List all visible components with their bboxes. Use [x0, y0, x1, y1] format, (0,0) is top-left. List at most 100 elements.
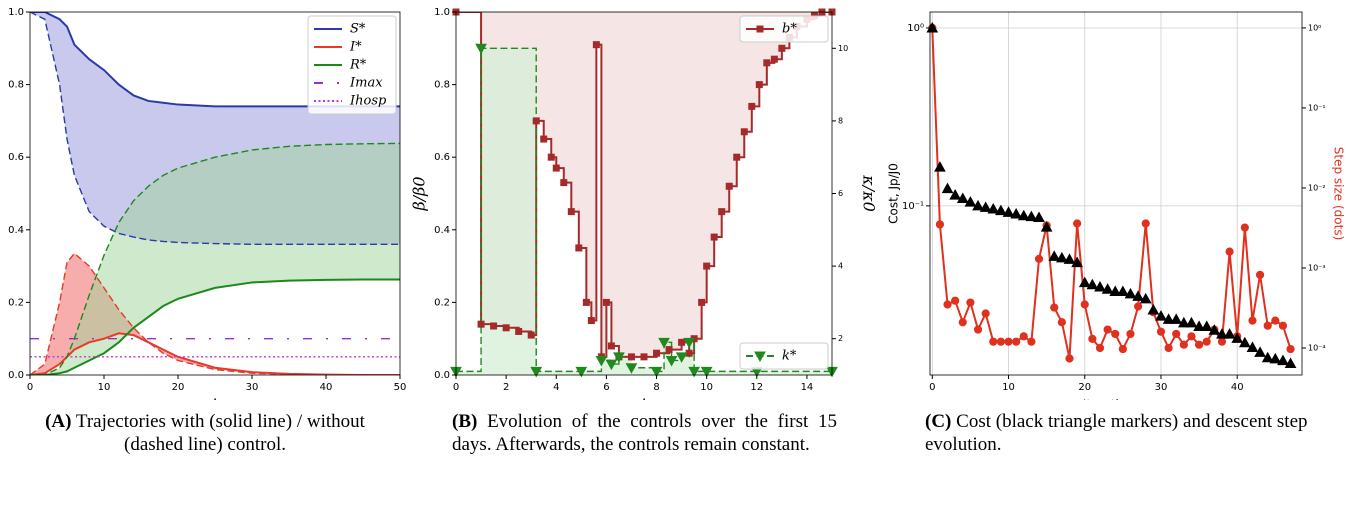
marker [1139, 292, 1152, 304]
marker [951, 296, 960, 305]
marker [627, 353, 635, 361]
marker [748, 102, 756, 110]
marker [530, 366, 543, 378]
marker [475, 43, 487, 55]
legend-label: b* [782, 22, 797, 37]
marker [1063, 253, 1076, 264]
marker [1278, 321, 1288, 330]
marker [1071, 256, 1083, 268]
marker [1101, 283, 1114, 294]
marker [540, 135, 548, 143]
y-tick-label: 10⁰ [907, 23, 924, 34]
marker [532, 117, 540, 125]
x-tick-label: 0 [27, 382, 33, 393]
marker [981, 309, 990, 318]
marker [966, 298, 975, 307]
marker [1017, 209, 1030, 221]
marker [1254, 346, 1266, 357]
marker [688, 366, 700, 378]
y-tick-label: 10⁻¹ [902, 201, 924, 212]
figure-panels: 010203040500.00.20.40.60.81.0tS*I*R*Imax… [8, 7, 1345, 414]
caption-text: Evolution of the controls over the first… [452, 411, 838, 455]
marker [973, 325, 983, 334]
marker [625, 363, 638, 374]
marker [490, 322, 498, 330]
y-tick-label: 1.0 [434, 7, 450, 18]
marker [1162, 313, 1175, 324]
marker [1255, 270, 1265, 279]
marker [1073, 219, 1082, 228]
marker [700, 366, 713, 378]
x-tick-label: 10 [1002, 382, 1015, 393]
x-tick-label: 30 [246, 382, 259, 393]
marker [1027, 337, 1036, 346]
marker [665, 346, 673, 354]
marker [964, 196, 977, 207]
marker [1238, 336, 1251, 348]
fill-area [30, 143, 400, 375]
marker [1170, 313, 1183, 324]
marker [678, 338, 686, 346]
marker [1271, 316, 1280, 325]
marker [1109, 285, 1122, 297]
y-axis-label: β/β0 [410, 176, 429, 211]
marker [515, 327, 523, 335]
marker [1095, 343, 1105, 353]
marker [935, 220, 945, 229]
y2-axis-label: κ/κ0 [860, 174, 879, 212]
legend-box [739, 342, 829, 370]
marker [989, 337, 998, 346]
legend-box [307, 15, 397, 115]
marker [650, 366, 663, 378]
marker [653, 349, 661, 357]
marker [979, 201, 992, 212]
marker [1111, 329, 1120, 339]
marker [675, 352, 688, 363]
fill-area [456, 12, 832, 357]
y2-tick-label: 10⁻¹ [1308, 103, 1326, 112]
marker [1240, 223, 1249, 232]
marker [1147, 303, 1160, 315]
marker [1261, 351, 1274, 363]
series-line [30, 252, 400, 375]
marker [1086, 278, 1099, 290]
marker [958, 318, 967, 327]
y-tick-label: 0.0 [8, 370, 24, 381]
y2-tick-label: 10⁻⁴ [1308, 344, 1326, 353]
marker [770, 55, 778, 63]
marker [1225, 247, 1234, 256]
x-tick-label: 14 [801, 382, 814, 393]
marker [1033, 211, 1045, 223]
marker [683, 337, 695, 349]
marker [1132, 290, 1144, 301]
marker [1286, 344, 1295, 354]
panel: 0 2 4 6 8 10 12 14 0.0 0.2 0.4 0.6 0.8 1.0 2 4 6 8 10 t β/β0… [410, 7, 879, 414]
marker [949, 189, 962, 200]
marker [575, 244, 583, 252]
series-line [30, 142, 400, 375]
caption-tag: (B) [452, 411, 478, 432]
caption-text: Cost (black triangle markers) and descen… [925, 411, 1308, 455]
marker [1263, 321, 1272, 330]
caption-tag: (A) [45, 411, 72, 432]
marker [658, 337, 670, 349]
marker [1246, 341, 1259, 352]
caption: (A) Trajectories with (solid line) / wit… [40, 410, 370, 456]
y-tick-label: 0.6 [8, 152, 24, 163]
marker [1048, 250, 1061, 261]
marker [607, 342, 615, 350]
y-tick-label: 0.2 [434, 297, 450, 308]
marker [1217, 337, 1227, 346]
marker [665, 355, 678, 367]
y-tick-label: 0.2 [8, 297, 24, 308]
marker [1164, 343, 1173, 353]
x-axis-label: t [212, 395, 219, 401]
y2-tick-label: 10⁻² [1308, 183, 1326, 192]
y-tick-label: 0.6 [434, 152, 450, 163]
marker [613, 352, 625, 363]
x-tick-label: 20 [1078, 382, 1091, 393]
marker [547, 153, 555, 161]
marker [1248, 316, 1257, 325]
marker [1010, 207, 1022, 219]
marker [703, 262, 711, 270]
